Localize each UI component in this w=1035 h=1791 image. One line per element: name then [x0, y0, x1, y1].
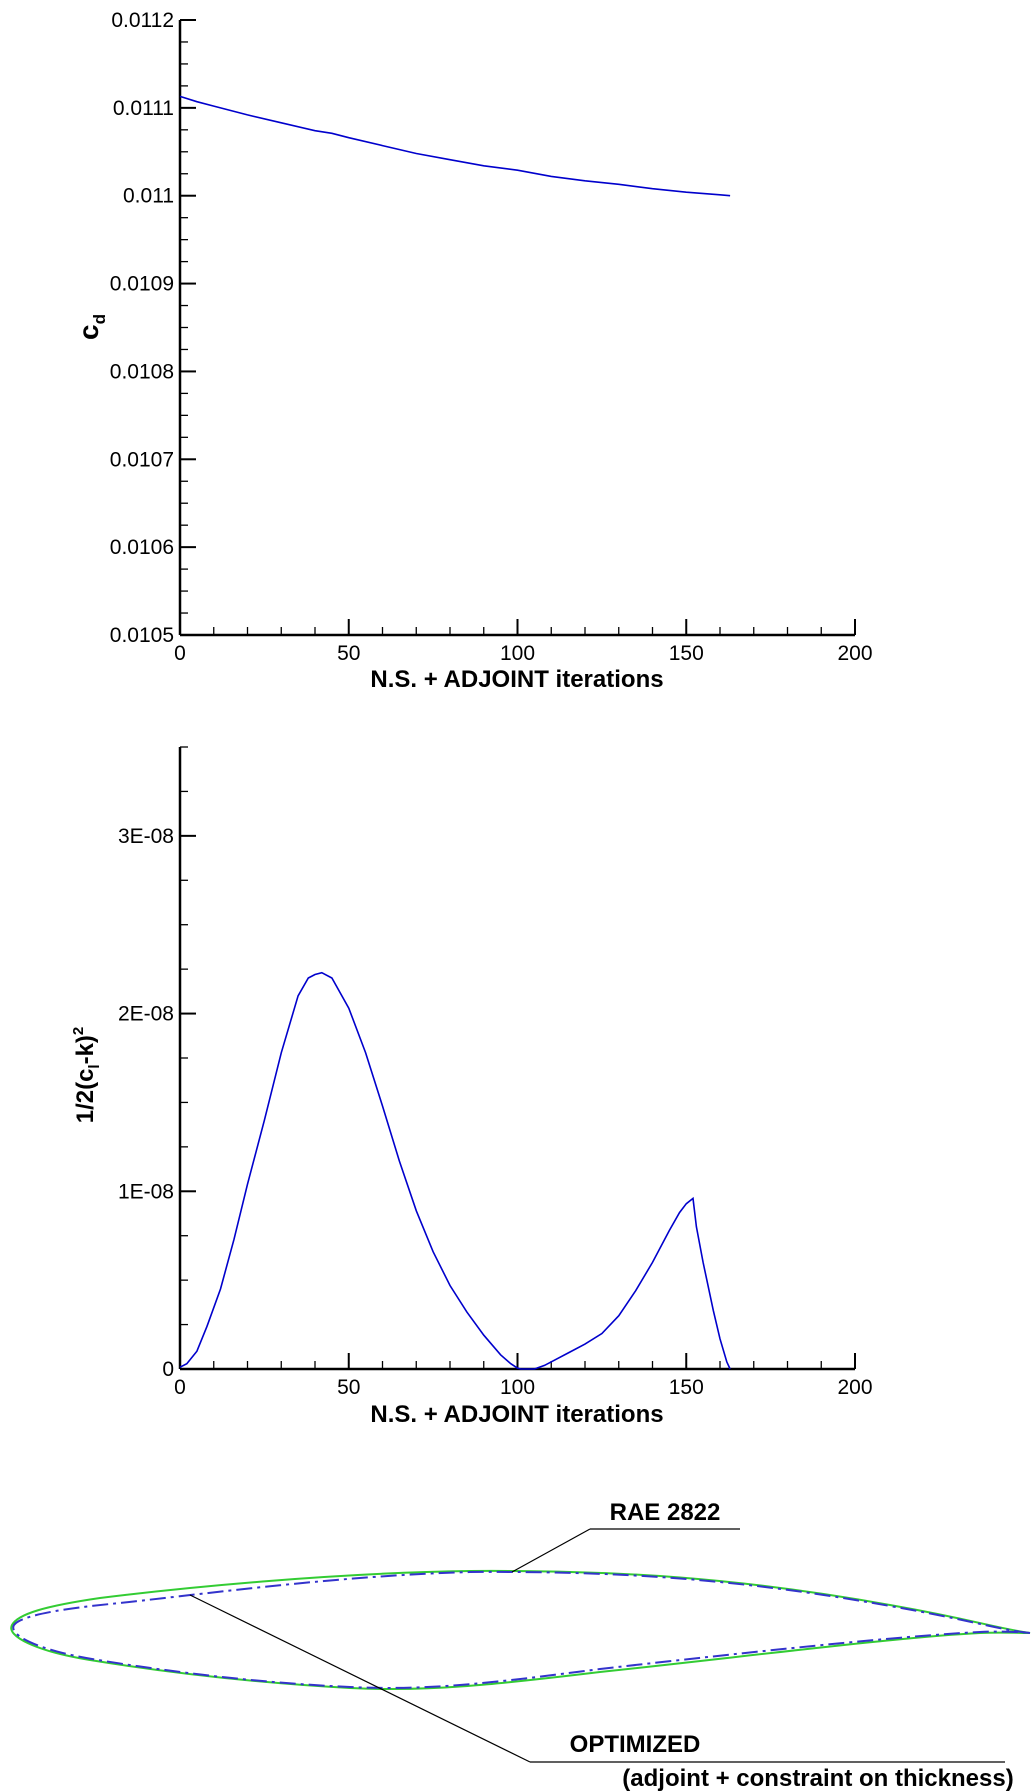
- rae-label: RAE 2822: [610, 1499, 721, 1526]
- cl-y-title-sub: l: [86, 1064, 103, 1068]
- cd-x-axis-title: N.S. + ADJOINT iterations: [370, 666, 663, 693]
- cl-y-title-a: 1/2(c: [72, 1069, 99, 1124]
- cl-series: [179, 971, 731, 1370]
- x-tick-label: 200: [837, 642, 872, 665]
- rae-leader-line: [511, 1528, 591, 1573]
- series-line: [179, 95, 731, 197]
- y-tick-label: 1E-08: [118, 1180, 174, 1203]
- cd-series: [179, 95, 731, 197]
- x-tick-label: 50: [337, 642, 360, 665]
- cl-constraint-chart: 0 50 100 150 200 0 1E-08 2E-08 3E-08 N.S. + ADJO…: [70, 746, 873, 1428]
- opt-label-note: (adjoint + constraint on thickness): [622, 1765, 1013, 1791]
- x-tick-label: 200: [837, 1376, 872, 1399]
- cl-y-axis-title: 1/2(cl-k)2: [70, 1027, 103, 1124]
- y-tick-label: 2E-08: [118, 1003, 174, 1026]
- x-tick-label: 0: [174, 1376, 186, 1399]
- x-tick-label: 0: [174, 642, 186, 665]
- y-tick-label: 0: [162, 1358, 174, 1381]
- cl-tick-labels: 0 50 100 150 200 0 1E-08 2E-08 3E-08: [118, 825, 873, 1399]
- y-tick-label: 0.0109: [110, 273, 174, 296]
- y-tick-label: 0.0105: [110, 624, 174, 647]
- cd-y-title-sub: d: [90, 314, 109, 324]
- x-tick-label: 150: [669, 642, 704, 665]
- cl-y-title-b: -k): [72, 1035, 99, 1064]
- opt-leader-line: [189, 1594, 531, 1763]
- cd-ticks: [179, 19, 856, 636]
- cd-y-title-main: c: [73, 324, 104, 340]
- y-tick-label: 0.0112: [111, 9, 174, 32]
- y-tick-label: 0.0106: [110, 536, 174, 559]
- y-tick-label: 0.0108: [110, 360, 174, 383]
- cl-x-axis-title: N.S. + ADJOINT iterations: [370, 1401, 663, 1428]
- y-tick-label: 0.011: [123, 185, 174, 208]
- x-tick-label: 100: [500, 1376, 535, 1399]
- y-tick-label: 0.0111: [113, 97, 174, 120]
- x-tick-label: 100: [500, 642, 535, 665]
- cl-ticks: [179, 746, 856, 1370]
- x-tick-label: 150: [669, 1376, 704, 1399]
- y-tick-label: 0.0107: [110, 448, 174, 471]
- airfoil-profile: RAE 2822 OPTIMIZED (adjoint + constraint…: [10, 1499, 1031, 1791]
- opt-label: OPTIMIZED: [570, 1731, 701, 1758]
- rae2822-profile-line: [10, 1569, 1031, 1691]
- cd-y-axis-title: cd: [73, 314, 109, 340]
- y-tick-label: 3E-08: [118, 825, 174, 848]
- optimized-profile-line: [12, 1570, 1031, 1689]
- cl-y-title-sup: 2: [70, 1027, 87, 1035]
- cd-tick-labels: 0 50 100 150 200 0.0105 0.0106 0.0107 0.0108 0.01…: [110, 9, 873, 665]
- series-line: [179, 971, 731, 1370]
- x-tick-label: 50: [337, 1376, 360, 1399]
- cd-chart: 0 50 100 150 200 0.0105 0.0106 0.0107 0.0108 0.01…: [73, 9, 873, 693]
